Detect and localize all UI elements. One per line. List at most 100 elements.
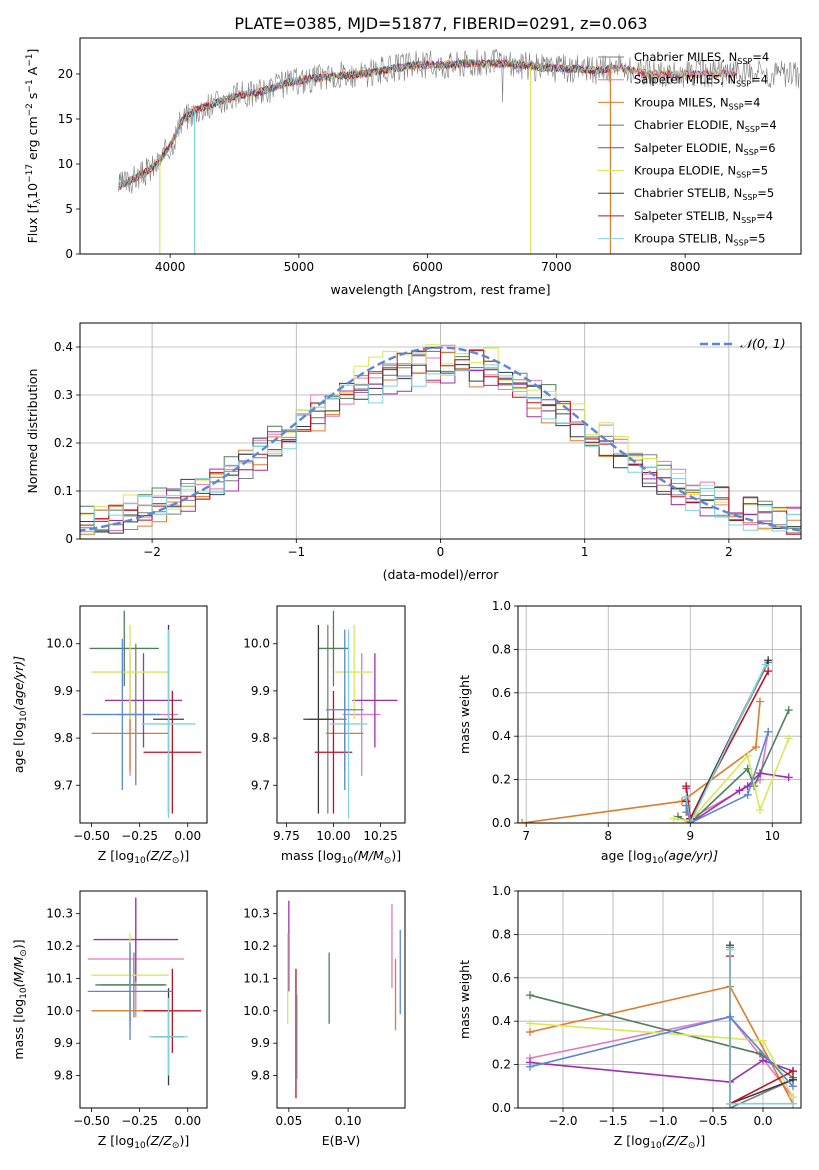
label-part: ⊙ xyxy=(172,856,180,866)
x-tick-label: 0.0 xyxy=(753,1114,772,1128)
legend-count: =4 xyxy=(760,118,777,132)
y-tick-label: 0.2 xyxy=(492,773,511,787)
weight-marker xyxy=(789,1082,797,1091)
label-part: 10 xyxy=(134,856,146,866)
x-tick-label: −0.50 xyxy=(73,1114,110,1128)
weight-marker xyxy=(669,814,678,823)
y-tick-label: 10.2 xyxy=(243,939,270,953)
x-axis-title: E(B-V) xyxy=(322,1133,361,1148)
y-tick-label: 10.1 xyxy=(243,971,270,985)
figure-title: PLATE=0385, MJD=51877, FIBERID=0291, z=0… xyxy=(234,14,647,33)
weight-marker xyxy=(526,991,534,1000)
weight-marker xyxy=(755,769,764,778)
weight-marker xyxy=(755,697,764,706)
y-axis-title: mass [log10(M/M⊙)] xyxy=(11,939,29,1059)
x-axis-label: E(B-V) xyxy=(322,1133,361,1148)
label-part: (age/yr)] xyxy=(663,848,718,863)
y-axis-title: age [log10(age/yr)] xyxy=(11,656,29,773)
y-tick-label: 0.6 xyxy=(492,686,511,700)
weight-marker xyxy=(686,819,695,823)
x-tick-label: −2.0 xyxy=(548,1114,577,1128)
y-tick-label: 9.9 xyxy=(54,684,73,698)
y-tick-label: 10 xyxy=(58,157,73,171)
x-tick-label: −1.0 xyxy=(648,1114,677,1128)
weight-marker xyxy=(759,1056,767,1065)
label-part: 10 xyxy=(19,710,29,722)
legend-entry: Salpeter STELIB, NSSP=4 xyxy=(634,209,773,225)
weight-marker xyxy=(755,805,764,814)
model-fit-line xyxy=(118,58,737,191)
y-tick-label: 1.0 xyxy=(492,884,511,898)
x-tick-label: 0.10 xyxy=(335,1114,362,1128)
label-part: (Z/Z xyxy=(146,848,173,863)
legend-label: Chabrier STELIB, N xyxy=(634,186,742,200)
x-tick-label: 8000 xyxy=(670,260,701,274)
y-tick-label: 0.3 xyxy=(54,388,73,402)
weight-marker xyxy=(789,1099,797,1108)
label-part: )] xyxy=(11,939,26,949)
error-bars xyxy=(87,897,202,1086)
weight-marker xyxy=(784,773,793,782)
weight-lines xyxy=(518,656,793,823)
y-axis-label: Flux [f xyxy=(25,204,40,244)
histogram-lines xyxy=(80,344,801,535)
legend-subscript: SSP xyxy=(729,102,744,111)
legend-label: Salpeter STELIB, N xyxy=(634,209,741,223)
model-fit-line xyxy=(118,59,609,191)
axes-frame xyxy=(79,890,208,1109)
y-tick-label: 0 xyxy=(65,247,73,261)
y-tick-label: 10.0 xyxy=(46,1004,73,1018)
legend-count: =4 xyxy=(744,95,761,109)
spectrum-lines xyxy=(118,48,800,254)
x-tick-label: 10.00 xyxy=(316,829,350,843)
age-vs-metallicity-plot: −0.50 −0.25 0.009.79.89.910.0Z [log10(Z/Z⊙… xyxy=(11,605,208,866)
weight-marker xyxy=(518,819,527,823)
y-axis-title: mass weight xyxy=(457,675,472,754)
y-axis-title: Flux [fλ10−17 erg cm−2 s−1 A−1] xyxy=(25,49,43,244)
weight-marker xyxy=(526,1028,534,1037)
weight-marker xyxy=(743,751,752,760)
label-part: ⊙ xyxy=(688,1141,696,1151)
y-tick-label: 10.1 xyxy=(46,971,73,985)
legend-label: Chabrier MILES, N xyxy=(634,50,737,64)
weight-vs-metallicity-plot: −2.0 −1.5 −1.0 −0.5 0.0 0.0 0.2 0.4 0.6 0.8 1.0 Z [… xyxy=(457,884,802,1151)
x-tick-label: 10.25 xyxy=(363,829,397,843)
legend-count: =4 xyxy=(752,50,769,64)
x-tick-label: 2 xyxy=(725,545,733,559)
observed-spectrum-line xyxy=(118,48,800,194)
axes-frame xyxy=(276,605,406,824)
y-tick-label: 10.2 xyxy=(46,939,73,953)
y-tick-label: 0 xyxy=(65,532,73,546)
legend-count: =5 xyxy=(757,186,774,200)
x-tick-label: 4000 xyxy=(155,260,186,274)
x-tick-label: 5000 xyxy=(284,260,315,274)
y-tick-label: 10.3 xyxy=(46,907,73,921)
y-tick-label: 20 xyxy=(58,67,73,81)
weight-series xyxy=(521,701,761,823)
mass-vs-metallicity-plot: −0.50 −0.25 0.00 9.8 9.9 10.0 10.1 10.2 10.3 Z [l… xyxy=(11,890,208,1151)
weight-marker xyxy=(735,786,744,795)
label-part: )] xyxy=(391,848,401,863)
label-part: λ xyxy=(33,198,43,204)
label-part: 10 xyxy=(650,1141,662,1151)
model-fit-line xyxy=(118,58,609,189)
y-tick-label: 9.9 xyxy=(251,1036,270,1050)
weight-marker xyxy=(682,792,691,801)
error-bars xyxy=(303,610,398,819)
legend-entry: Kroupa ELODIE, NSSP=5 xyxy=(634,164,768,180)
y-tick-label: 10.0 xyxy=(46,637,73,651)
weight-marker xyxy=(761,660,770,669)
label-part: )] xyxy=(695,1133,705,1148)
y-tick-label: 5 xyxy=(65,202,73,216)
x-axis-title: (data-model)/error xyxy=(383,567,500,582)
legend-entry: Salpeter MILES, NSSP=4 xyxy=(634,73,768,89)
label-part: (Z/Z xyxy=(146,1133,173,1148)
residual-histogram-plot: −2 −1 0 1 2 0 0.1 0.2 0.3 0.4 (data-model)/error No… xyxy=(25,322,802,582)
x-tick-label: 1 xyxy=(581,545,589,559)
y-tick-label: 9.7 xyxy=(54,778,73,792)
label-part: ⊙ xyxy=(384,856,392,866)
y-tick-label: 10.0 xyxy=(243,637,270,651)
axes-frame xyxy=(517,605,802,824)
